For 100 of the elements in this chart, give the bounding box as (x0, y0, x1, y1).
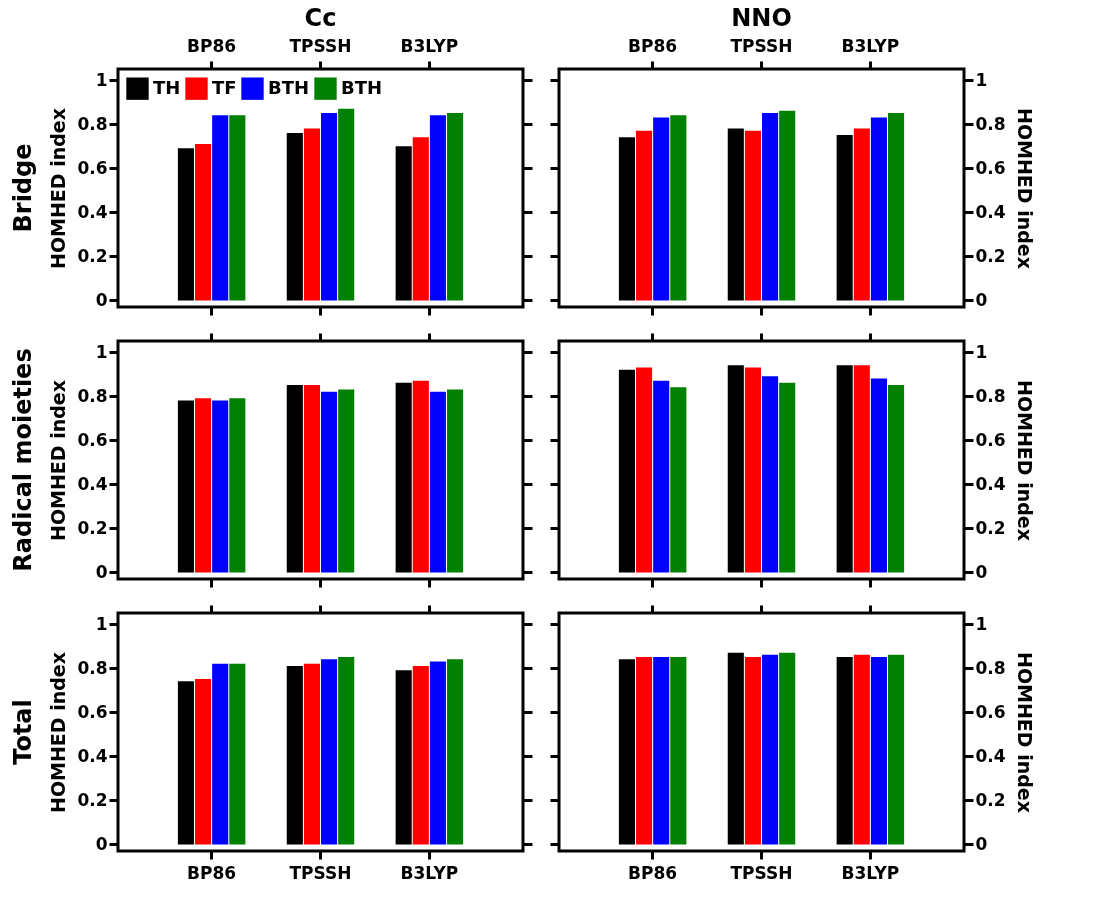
y-tick-label: 0 (95, 833, 108, 854)
bar (727, 128, 744, 301)
y-tick-label: 0.4 (975, 745, 1006, 766)
bar (229, 663, 246, 845)
y-tick-label: 0.4 (77, 473, 108, 494)
bar (653, 117, 670, 301)
y-axis-title: HOMHED index (47, 107, 70, 270)
bar (727, 365, 744, 573)
bar (412, 137, 429, 301)
bar (177, 681, 194, 845)
bar (177, 400, 194, 573)
y-tick-label: 0.6 (77, 429, 108, 450)
bar (888, 385, 905, 573)
bar (395, 670, 412, 845)
bar (195, 679, 212, 845)
bar (447, 659, 464, 845)
y-tick-label: 1 (975, 69, 988, 90)
text: Total (9, 699, 37, 765)
bar (429, 661, 446, 845)
bar (195, 143, 212, 301)
bar (303, 663, 320, 845)
bar (177, 148, 194, 301)
y-tick-label: 1 (975, 613, 988, 634)
bar (429, 115, 446, 301)
y-axis-title: HOMHED index (47, 651, 70, 814)
y-tick-label: 0.4 (77, 201, 108, 222)
bar (321, 391, 338, 573)
bar (836, 135, 853, 301)
bar (395, 146, 412, 301)
bar (636, 367, 653, 573)
x-tick-label: BP86 (187, 35, 237, 56)
y-tick-label: 0.8 (77, 113, 108, 134)
x-tick-label: B3LYP (841, 862, 900, 883)
y-tick-label: 0.8 (975, 385, 1006, 406)
bar (636, 130, 653, 301)
y-tick-label: 0.2 (77, 245, 108, 266)
bar (853, 128, 870, 301)
legend-label: BTH (341, 76, 383, 98)
legend-label: TH (153, 76, 181, 98)
bar (338, 657, 355, 845)
y-tick-label: 1 (95, 613, 108, 634)
y-tick-label: 0.2 (77, 789, 108, 810)
bar (338, 389, 355, 573)
bar (870, 378, 887, 573)
bar (447, 389, 464, 573)
y-tick-label: 0.2 (77, 517, 108, 538)
y-tick-label: 0.4 (975, 473, 1006, 494)
bar (744, 130, 761, 301)
bar (212, 400, 229, 573)
bar (762, 113, 779, 301)
y-tick-label: 1 (95, 69, 108, 90)
y-tick-label: 0.8 (975, 657, 1006, 678)
y-tick-label: 0.6 (77, 701, 108, 722)
bar (779, 110, 796, 301)
bar (618, 137, 635, 301)
y-tick-label: 0.6 (975, 429, 1006, 450)
chart-title: NNO (731, 4, 792, 32)
bar (395, 382, 412, 573)
bar (321, 659, 338, 845)
bar (429, 391, 446, 573)
bar (779, 382, 796, 573)
bar (212, 663, 229, 845)
y-tick-label: 1 (95, 341, 108, 362)
y-tick-label: 0.8 (77, 657, 108, 678)
chart-title: Cc (304, 4, 337, 32)
bar (853, 365, 870, 573)
bar (412, 380, 429, 573)
y-axis-title: HOMHED index (47, 379, 70, 542)
x-tick-label: TPSSH (730, 862, 793, 883)
bar (195, 398, 212, 573)
x-tick-label: TPSSH (289, 35, 352, 56)
y-tick-label: 0 (975, 833, 988, 854)
bar (303, 128, 320, 301)
x-tick-label: B3LYP (400, 35, 459, 56)
y-tick-label: 0.2 (975, 789, 1006, 810)
y-axis-title: HOMHED index (1013, 379, 1036, 542)
y-axis-title: HOMHED index (1013, 651, 1036, 814)
y-tick-label: 1 (975, 341, 988, 362)
bar (303, 385, 320, 573)
bar (836, 365, 853, 573)
x-tick-label: BP86 (187, 862, 237, 883)
bar (212, 115, 229, 301)
y-tick-label: 0.4 (77, 745, 108, 766)
x-tick-label: TPSSH (730, 35, 793, 56)
bar (670, 115, 687, 301)
y-tick-label: 0.2 (975, 245, 1006, 266)
y-tick-label: 0.4 (975, 201, 1006, 222)
text: Bridge (9, 143, 37, 233)
bar (447, 113, 464, 301)
legend-label: BTH (268, 76, 310, 98)
bar (286, 385, 303, 573)
y-tick-label: 0 (95, 561, 108, 582)
bar (744, 367, 761, 573)
x-tick-label: TPSSH (289, 862, 352, 883)
bar (229, 115, 246, 301)
bar (653, 380, 670, 573)
bar (888, 113, 905, 301)
legend-label: TF (212, 76, 237, 98)
bar (321, 113, 338, 301)
y-tick-label: 0.6 (975, 701, 1006, 722)
